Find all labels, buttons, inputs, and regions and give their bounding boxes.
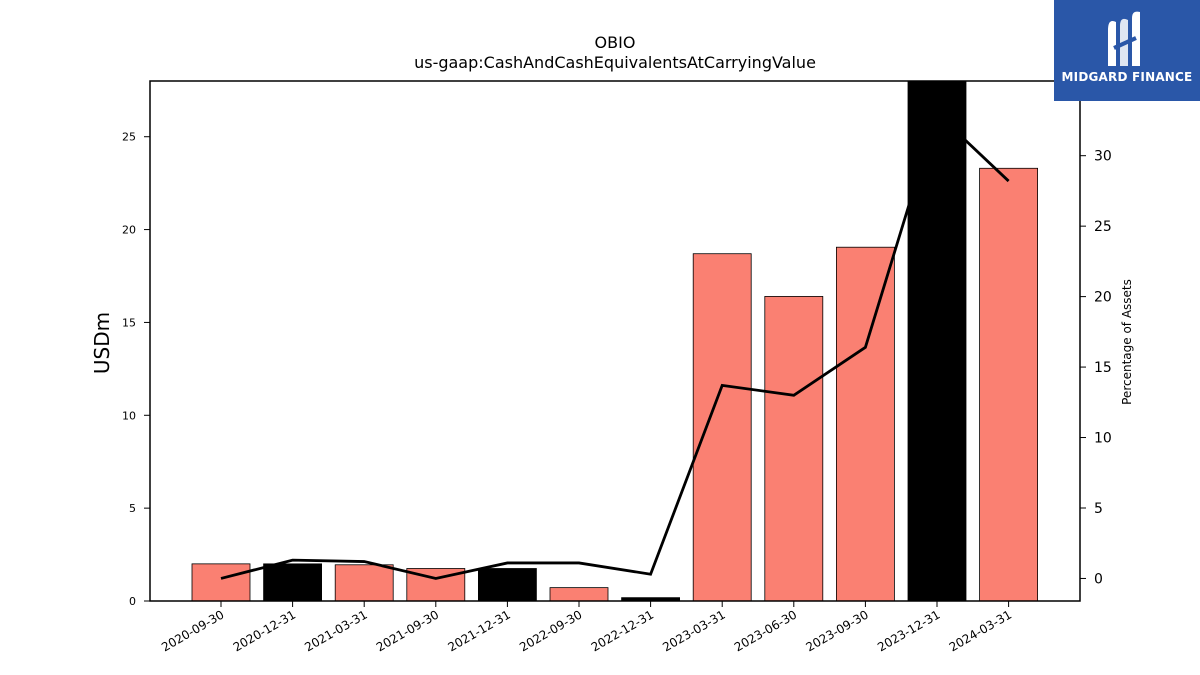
- logo-text: MIDGARD FINANCE: [1061, 70, 1193, 84]
- bar-2020-12-31: [263, 563, 323, 602]
- y2-tick-label: 20: [1094, 290, 1112, 306]
- x-tick-label: 2023-06-30: [732, 607, 799, 654]
- x-tick-label: 2024-03-31: [947, 607, 1014, 654]
- x-tick-label: 2023-09-30: [803, 607, 870, 654]
- y2-tick-label: 0: [1094, 571, 1103, 587]
- y2-tick-label: 30: [1094, 149, 1112, 165]
- y-axis-label: USDm: [90, 312, 114, 374]
- y2-tick-label: 25: [1094, 219, 1112, 235]
- y-tick-label: 5: [129, 502, 136, 515]
- x-axis-ticks: 2020-09-30 2020-12-31 2021-03-31 2021-09-30…: [159, 601, 1014, 654]
- chart-title: OBIO: [595, 33, 636, 52]
- y2-axis-label: Percentage of Assets: [1120, 279, 1134, 405]
- percentage-line: [220, 110, 1010, 580]
- bar-2021-12-31: [477, 568, 537, 602]
- y2-tick-label: 5: [1094, 501, 1103, 517]
- y2-axis-ticks: 0 5 10 15 20 25 30: [1080, 149, 1112, 587]
- y-tick-label: 15: [122, 316, 136, 329]
- y-tick-label: 20: [122, 224, 136, 237]
- axes: [149, 80, 1081, 602]
- bar-2022-09-30: [549, 587, 609, 602]
- y-tick-label: 10: [122, 409, 136, 422]
- x-tick-label: 2022-09-30: [517, 607, 584, 654]
- bar-2023-12-31: [907, 80, 967, 602]
- bar-series: [191, 80, 1038, 602]
- bar-2021-03-31: [334, 564, 394, 602]
- line-series: [220, 110, 1010, 580]
- y-axis-ticks: 0 5 10 15 20 25: [122, 131, 150, 608]
- y-tick-label: 0: [129, 595, 136, 608]
- x-tick-label: 2021-09-30: [374, 607, 441, 654]
- logo-mark-icon: [1108, 11, 1140, 67]
- x-tick-label: 2022-12-31: [589, 607, 656, 654]
- chart-subtitle: us-gaap:CashAndCashEquivalentsAtCarrying…: [414, 53, 816, 72]
- x-tick-label: 2020-12-31: [231, 607, 298, 654]
- x-tick-label: 2020-09-30: [159, 607, 226, 654]
- x-tick-label: 2023-12-31: [875, 607, 942, 654]
- y-tick-label: 25: [122, 131, 136, 144]
- y2-tick-label: 10: [1094, 431, 1112, 447]
- bar-2023-03-31: [692, 253, 752, 602]
- bar-2020-09-30: [191, 563, 251, 602]
- bar-2023-09-30: [836, 246, 895, 602]
- x-tick-label: 2021-12-31: [445, 607, 512, 654]
- bar-2024-03-31: [979, 167, 1038, 602]
- y2-tick-label: 15: [1094, 360, 1112, 376]
- plot-frame: [149, 80, 1081, 602]
- x-tick-label: 2021-03-31: [302, 607, 369, 654]
- x-tick-label: 2023-03-31: [660, 607, 727, 654]
- bar-2023-06-30: [764, 296, 824, 602]
- logo: MIDGARD FINANCE: [1054, 0, 1200, 101]
